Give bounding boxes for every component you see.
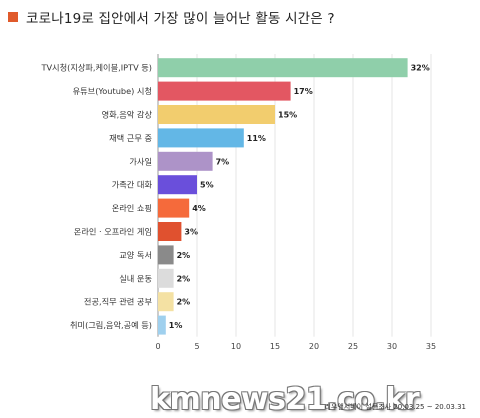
category-label-11: 취미(그림,음악,공예 등): [70, 320, 152, 330]
bar-2: [158, 105, 275, 124]
value-label-6: 4%: [192, 204, 206, 213]
chart-title-row: 코로나19로 집안에서 가장 많이 늘어난 활동 시간은 ?: [8, 7, 335, 27]
watermark-text: kmnews21.co.kr: [150, 382, 420, 417]
x-tick-label-0: 0: [155, 342, 160, 351]
value-label-7: 3%: [184, 228, 198, 237]
value-label-10: 2%: [177, 298, 191, 307]
bar-10: [158, 292, 174, 312]
category-label-3: 재택 근무 중: [109, 133, 152, 143]
category-label-10: 전공,직무 관련 공부: [84, 297, 153, 307]
bar-5: [158, 175, 197, 195]
value-label-5: 5%: [200, 181, 214, 190]
x-tick-label-10: 10: [231, 342, 241, 351]
chart-title: 코로나19로 집안에서 가장 많이 늘어난 활동 시간은 ?: [26, 11, 335, 27]
bar-11: [158, 315, 166, 335]
bar-3: [158, 128, 244, 148]
category-label-1: 유튜브(Youtube) 시청: [73, 86, 152, 96]
title-marker-square: [8, 12, 18, 22]
category-label-9: 실내 운동: [119, 273, 152, 283]
value-label-2: 15%: [278, 111, 297, 120]
value-label-1: 17%: [294, 87, 313, 96]
bar-0: [158, 58, 408, 78]
x-tick-label-5: 5: [194, 342, 199, 351]
category-label-0: TV시청(지상파,케이블,IPTV 등): [40, 63, 152, 73]
category-label-2: 영화,음악 감상: [102, 110, 153, 120]
bar-7: [158, 222, 182, 241]
category-label-6: 온라인 쇼핑: [112, 203, 152, 213]
bar-1: [158, 81, 291, 101]
value-label-4: 7%: [216, 157, 230, 166]
bar-6: [158, 198, 190, 218]
x-tick-label-30: 30: [387, 342, 397, 351]
x-tick-label-35: 35: [426, 342, 436, 351]
value-label-9: 2%: [177, 274, 191, 283]
x-tick-label-15: 15: [270, 342, 280, 351]
value-label-8: 2%: [177, 251, 191, 260]
x-tick-label-20: 20: [309, 342, 319, 351]
x-tick-label-25: 25: [348, 342, 358, 351]
category-label-5: 가족간 대화: [112, 180, 153, 190]
bar-8: [158, 245, 174, 265]
bar-4: [158, 151, 213, 171]
value-label-11: 1%: [169, 321, 183, 330]
value-label-3: 11%: [247, 134, 266, 143]
category-label-7: 온라인 · 오프라인 게임: [74, 227, 152, 237]
bar-9: [158, 268, 174, 288]
value-label-0: 32%: [411, 64, 430, 73]
category-label-4: 가사일: [129, 156, 152, 166]
source-note: 리우앤서베이 설문조사 20.03.25 ~ 20.03.31: [324, 403, 466, 411]
category-label-8: 교양 독서: [119, 250, 152, 260]
